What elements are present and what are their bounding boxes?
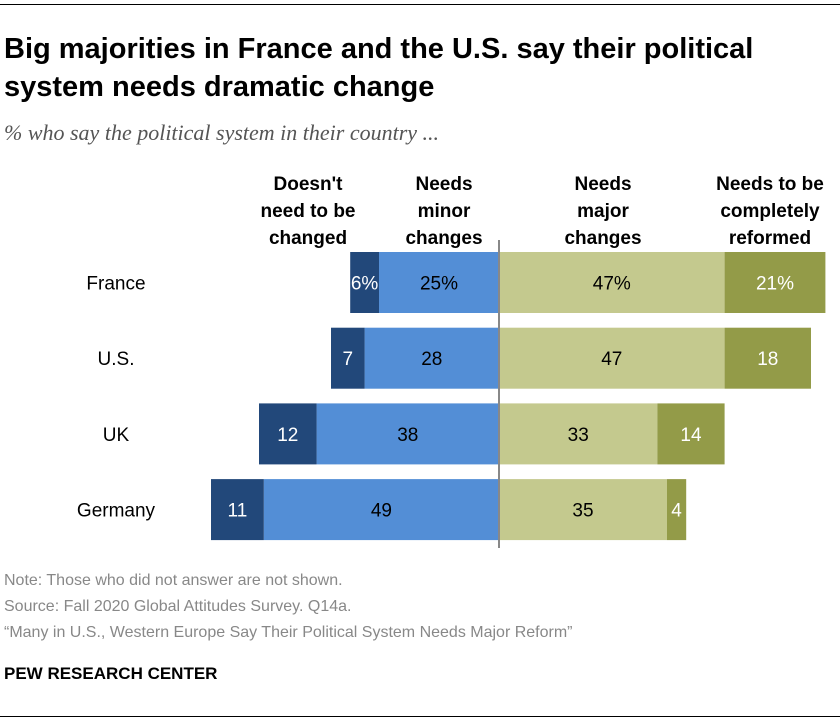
legend-header-line: major [577,201,629,222]
legend-header-line: changes [564,228,641,249]
bar-segment [499,327,725,389]
data-label: 18 [757,349,778,370]
category-label: France [86,274,145,295]
bottom-rule [0,716,840,717]
legend-header-line: minor [418,201,471,222]
data-label: 33 [568,425,589,446]
source-text: Source: Fall 2020 Global Attitudes Surve… [4,598,352,615]
legend-header-line: Doesn't [274,174,344,195]
note-text: Note: Those who did not answer are not s… [4,572,343,589]
legend-header-line: changes [405,228,482,249]
bar-segment [350,252,379,313]
data-label: 49 [371,501,392,522]
legend-header-line: Needs [415,174,472,195]
data-label: 47% [593,274,631,295]
report-title-text: “Many in U.S., Western Europe Say Their … [4,624,573,641]
legend-header-line: need to be [260,201,355,222]
bar-segment [379,252,499,313]
data-label: 11 [228,501,248,522]
bar-segment [364,327,499,389]
legend-header-line: completely [720,201,820,222]
brand-logo-text: PEW RESEARCH CENTER [4,664,218,683]
bar-segment [316,403,499,465]
category-label: Germany [77,501,156,522]
data-label: 28 [421,349,442,370]
chart-subtitle: % who say the political system in their … [4,120,440,145]
data-label: 47 [601,349,622,370]
chart-title: Big majorities in France and the U.S. sa… [4,33,754,103]
data-label: 7 [343,349,354,370]
bar-segment [724,252,826,313]
bar-segment [657,403,725,465]
bar-segment [499,403,658,465]
bar-segment [499,479,667,541]
data-label: 21% [756,274,794,295]
data-label: 14 [680,425,702,446]
data-label: 25% [420,274,458,295]
top-rule [0,4,840,5]
bar-segment [263,479,499,541]
data-label: 35 [572,501,593,522]
category-label: U.S. [98,349,135,370]
legend-header-line: changed [269,228,347,249]
bar-segment [211,479,264,541]
legend-header-line: reformed [729,228,811,249]
bar-segment [499,252,725,313]
bar-segment [724,327,811,389]
data-label: 4 [671,501,682,522]
legend-header-line: Needs [574,174,631,195]
data-label: 38 [397,425,418,446]
bar-segment [667,479,687,541]
category-label: UK [103,425,130,446]
bar-segment [331,327,365,389]
legend-header-line: Needs to be [716,174,824,195]
data-label: 12 [277,425,298,446]
data-label: 6% [351,274,379,295]
bar-segment [259,403,317,465]
